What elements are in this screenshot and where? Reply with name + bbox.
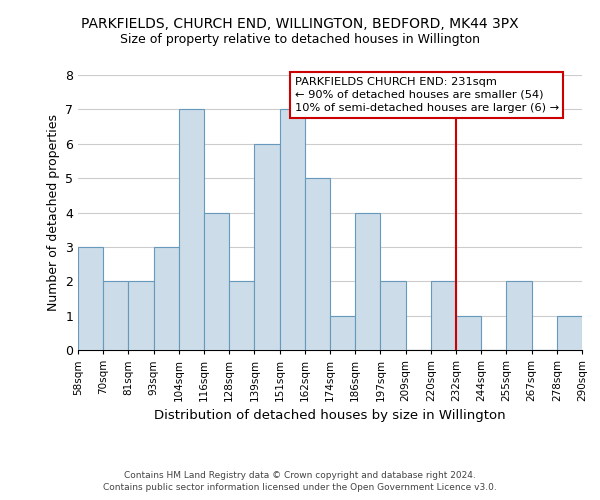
Text: PARKFIELDS CHURCH END: 231sqm
← 90% of detached houses are smaller (54)
10% of s: PARKFIELDS CHURCH END: 231sqm ← 90% of d… xyxy=(295,76,559,113)
Bar xyxy=(456,316,481,350)
Bar xyxy=(330,316,355,350)
Y-axis label: Number of detached properties: Number of detached properties xyxy=(47,114,59,311)
Text: Contains HM Land Registry data © Crown copyright and database right 2024.
Contai: Contains HM Land Registry data © Crown c… xyxy=(103,471,497,492)
Bar xyxy=(78,247,103,350)
Text: PARKFIELDS, CHURCH END, WILLINGTON, BEDFORD, MK44 3PX: PARKFIELDS, CHURCH END, WILLINGTON, BEDF… xyxy=(81,18,519,32)
Bar xyxy=(431,281,456,350)
Bar xyxy=(229,281,254,350)
Bar xyxy=(254,144,280,350)
Bar xyxy=(305,178,330,350)
Bar xyxy=(103,281,128,350)
Bar xyxy=(128,281,154,350)
Bar xyxy=(380,281,406,350)
Bar xyxy=(557,316,582,350)
Bar xyxy=(280,110,305,350)
Bar xyxy=(355,212,380,350)
Bar xyxy=(154,247,179,350)
X-axis label: Distribution of detached houses by size in Willington: Distribution of detached houses by size … xyxy=(154,410,506,422)
Bar xyxy=(506,281,532,350)
Bar xyxy=(204,212,229,350)
Text: Size of property relative to detached houses in Willington: Size of property relative to detached ho… xyxy=(120,32,480,46)
Bar xyxy=(179,110,204,350)
